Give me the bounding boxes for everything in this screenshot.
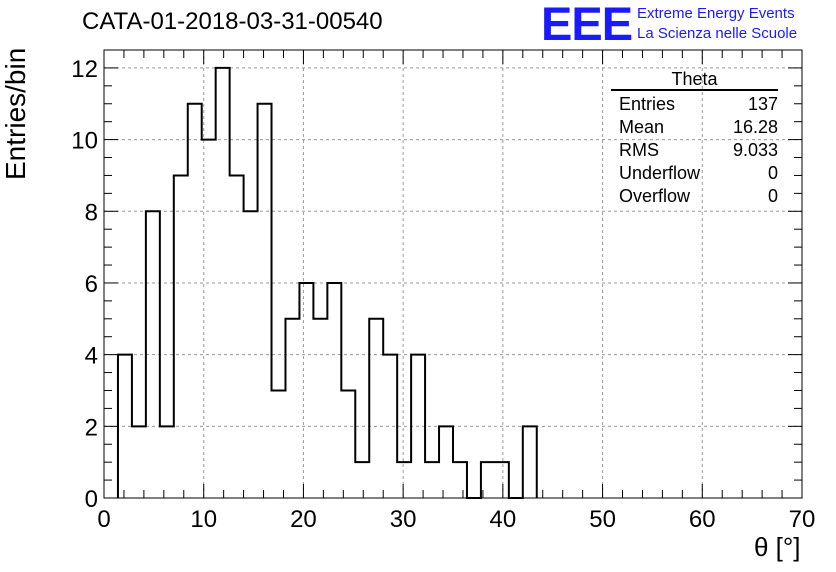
x-tick-label: 30 [390, 506, 417, 533]
histogram-bin [258, 104, 272, 498]
y-tick-label: 8 [85, 199, 98, 226]
stats-value: 0 [767, 186, 778, 206]
y-tick-label: 4 [85, 343, 98, 370]
stats-box-title: Theta [611, 70, 778, 91]
plot-frame [103, 49, 803, 499]
histogram-bin [355, 462, 369, 498]
y-tick-label: 2 [85, 414, 98, 441]
stats-row: Mean 16.28 [611, 116, 778, 139]
x-tick-label: 20 [290, 506, 317, 533]
stats-value: 0 [767, 163, 778, 183]
x-tick-label: 50 [589, 506, 616, 533]
y-tick-label: 12 [71, 56, 98, 83]
x-tick-label: 60 [689, 506, 716, 533]
x-tick-label: 10 [190, 506, 217, 533]
histogram-bin [495, 462, 509, 498]
x-tick-label: 0 [97, 506, 110, 533]
stats-row: RMS 9.033 [611, 139, 778, 162]
histogram-bin [439, 426, 453, 498]
stats-box: Theta Entries 137 Mean 16.28 RMS 9.033 U… [611, 70, 778, 208]
logo-caption-line2: La Scienza nelle Scuole [637, 25, 798, 42]
histogram-bin [397, 462, 411, 498]
logo-caption: Extreme Energy Events La Scienza nelle S… [637, 4, 797, 44]
stats-label: Mean [619, 117, 665, 137]
stats-label: Entries [619, 94, 676, 114]
histogram-bin [272, 390, 286, 498]
y-tick-label: 0 [85, 486, 98, 513]
y-axis-label: Entries/bin [0, 47, 31, 180]
histogram-bin [453, 462, 467, 498]
histogram-bin [523, 426, 537, 498]
histogram-bin [174, 175, 188, 498]
logo-caption-line1: Extreme Energy Events [637, 5, 795, 22]
histogram-outline [116, 66, 538, 499]
stats-row: Overflow 0 [611, 185, 778, 208]
histogram-bin [202, 140, 216, 498]
chart-title: CATA-01-2018-03-31-00540 [82, 8, 383, 35]
histogram-bin [369, 319, 383, 498]
histogram-bin [230, 175, 244, 498]
stats-row: Entries 137 [611, 93, 778, 116]
x-tick-label: 40 [490, 506, 517, 533]
histogram-bin [341, 390, 355, 498]
x-tick-label: 70 [789, 506, 816, 533]
stats-value: 16.28 [732, 117, 778, 137]
y-tick-label: 6 [85, 271, 98, 298]
histogram-bin [299, 283, 313, 498]
y-tick-label: 10 [71, 128, 98, 155]
stats-row: Underflow 0 [611, 162, 778, 185]
histogram-bin [313, 319, 327, 498]
stats-value: 137 [747, 94, 778, 114]
histogram-bin [383, 355, 397, 498]
histogram-bin [132, 426, 146, 498]
eee-logo: EEE [541, 0, 633, 50]
histogram-bin [216, 68, 230, 498]
histogram-bin [425, 462, 439, 498]
stats-label: RMS [619, 140, 659, 160]
stats-value: 9.033 [732, 140, 778, 160]
histogram-bin [327, 283, 341, 498]
stats-label: Overflow [619, 186, 691, 206]
stats-label: Underflow [619, 163, 701, 183]
histogram-bin [188, 104, 202, 498]
x-axis-label: θ [°] [754, 532, 801, 562]
histogram-bin [285, 319, 299, 498]
histogram-bin [160, 426, 174, 498]
